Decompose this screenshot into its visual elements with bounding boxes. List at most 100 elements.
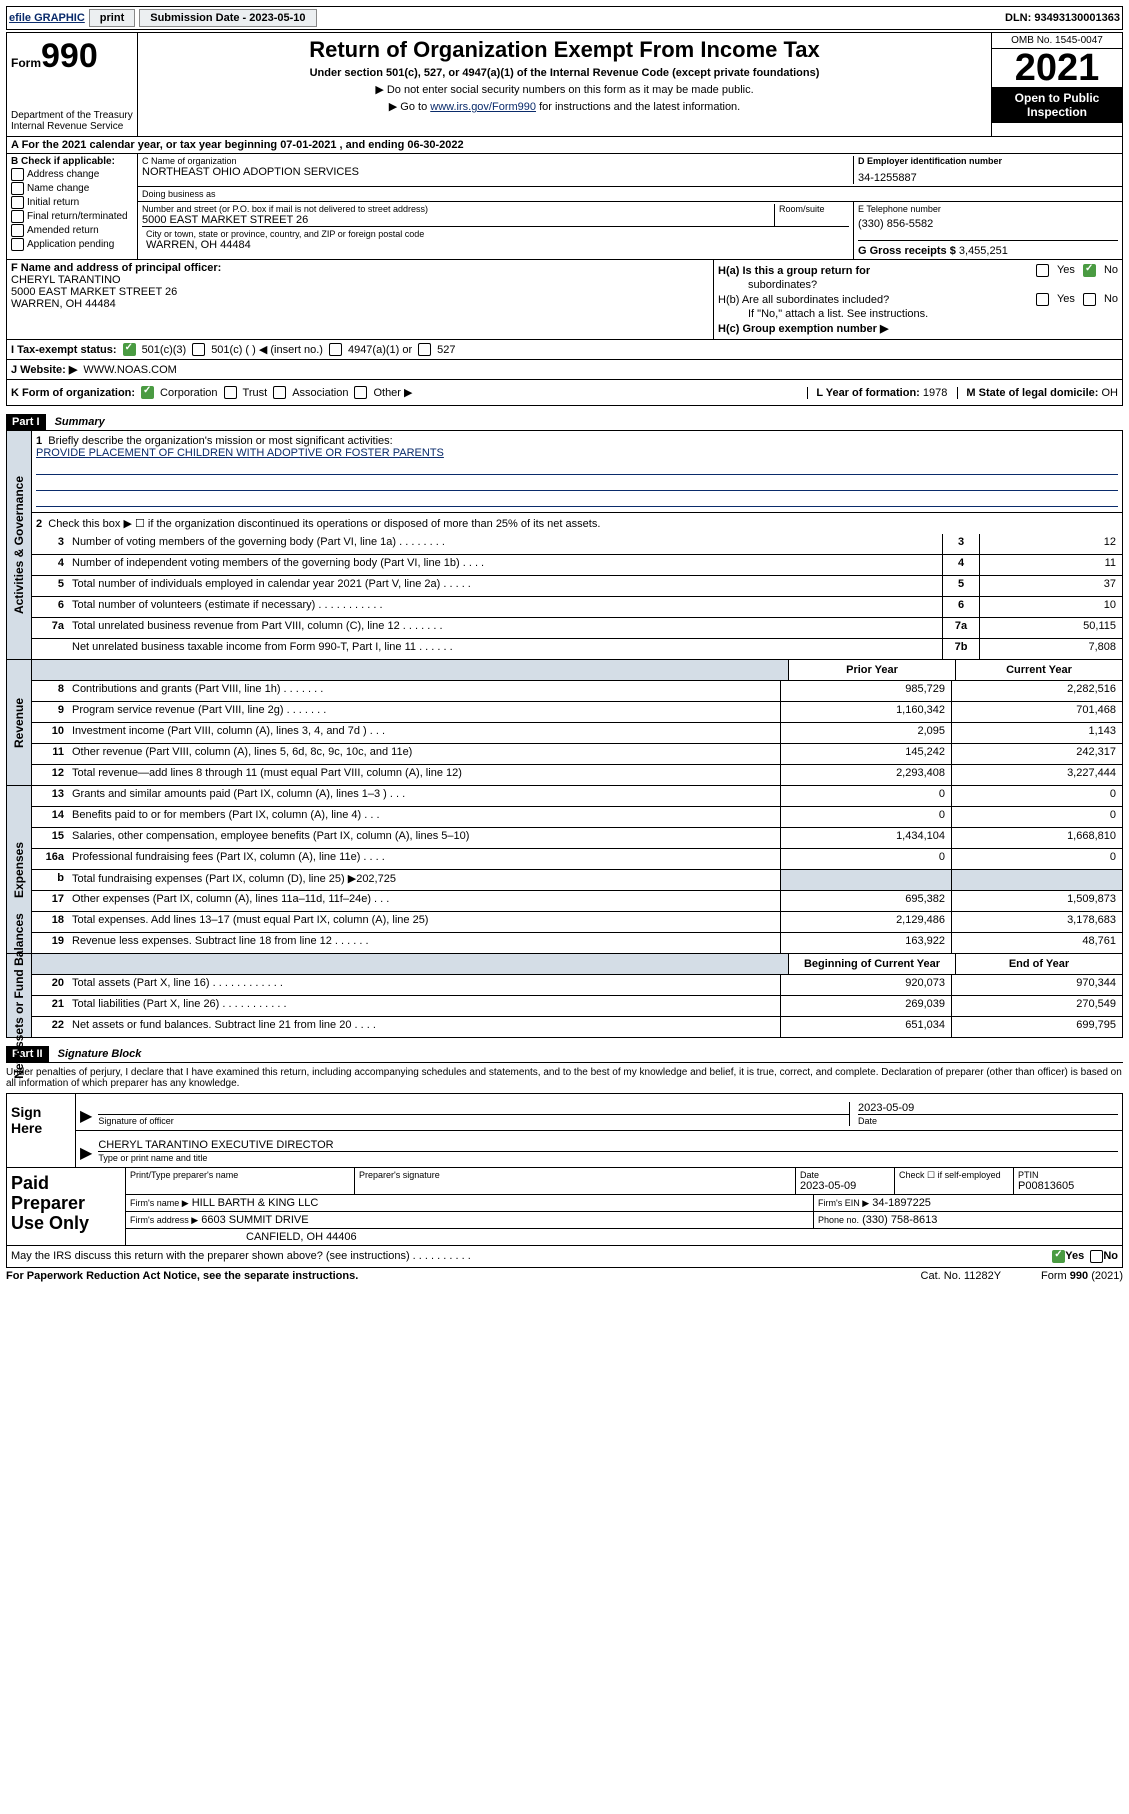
row-current: 1,143 (951, 723, 1122, 743)
checkbox-icon[interactable] (123, 343, 136, 356)
tax-exempt-label: I Tax-exempt status: (11, 344, 117, 356)
room-label: Room/suite (774, 204, 849, 226)
row-desc: Program service revenue (Part VIII, line… (68, 702, 780, 722)
checkbox-icon[interactable] (418, 343, 431, 356)
chk-name-change[interactable]: Name change (11, 182, 133, 195)
row-box: 4 (942, 555, 979, 575)
irs-link[interactable]: www.irs.gov/Form990 (430, 101, 536, 113)
checkbox-icon[interactable] (1083, 264, 1096, 277)
row-desc: Professional fundraising fees (Part IX, … (68, 849, 780, 869)
row-prior: 0 (780, 807, 951, 827)
row-desc: Net assets or fund balances. Subtract li… (68, 1017, 780, 1037)
row-num (32, 639, 68, 659)
paid-preparer-label: Paid Preparer Use Only (7, 1168, 126, 1245)
row-val: 7,808 (979, 639, 1122, 659)
checkbox-icon[interactable] (273, 386, 286, 399)
row-num: 11 (32, 744, 68, 764)
sig-name-val: CHERYL TARANTINO EXECUTIVE DIRECTOR (98, 1139, 1118, 1151)
gross-receipts-label: G Gross receipts $ (858, 245, 956, 257)
row-num: 10 (32, 723, 68, 743)
row-current: 0 (951, 849, 1122, 869)
checkbox-icon[interactable] (329, 343, 342, 356)
row-num: 7a (32, 618, 68, 638)
row-prior: 163,922 (780, 933, 951, 953)
prep-self-emp-label: Check ☐ if self-employed (899, 1170, 1009, 1181)
row-current: 242,317 (951, 744, 1122, 764)
firm-name: HILL BARTH & KING LLC (192, 1197, 319, 1209)
no-label: No (1104, 264, 1118, 277)
form-org-label: K Form of organization: (11, 387, 135, 399)
row-current: 699,795 (951, 1017, 1122, 1037)
row-prior: 1,434,104 (780, 828, 951, 848)
chk-application-pending[interactable]: Application pending (11, 238, 133, 251)
prep-row-3: Firm's address ▶ 6603 SUMMIT DRIVE Phone… (126, 1212, 1122, 1229)
section-revenue: Revenue Prior Year Current Year 8 Contri… (6, 660, 1123, 786)
row-num: 20 (32, 975, 68, 995)
head-end: End of Year (955, 954, 1122, 974)
box-h: H(a) Is this a group return for Yes No s… (714, 260, 1122, 339)
row-num: 16a (32, 849, 68, 869)
checkbox-icon[interactable] (1036, 264, 1049, 277)
row-desc: Total liabilities (Part X, line 26) . . … (68, 996, 780, 1016)
row-prior: 0 (780, 849, 951, 869)
part-title: Summary (55, 416, 105, 428)
summary-row: 9 Program service revenue (Part VIII, li… (32, 702, 1122, 723)
arrow-icon: ▶ (80, 1143, 92, 1163)
checkbox-icon[interactable] (1083, 293, 1096, 306)
h-c-label: H(c) Group exemption number ▶ (718, 322, 888, 335)
form-header: Form990 Department of the Treasury Inter… (6, 32, 1123, 137)
row-box: 5 (942, 576, 979, 596)
row-num: 9 (32, 702, 68, 722)
prep-name-label: Print/Type preparer's name (130, 1170, 350, 1180)
opt-4947: 4947(a)(1) or (348, 344, 412, 356)
row-desc: Net unrelated business taxable income fr… (68, 639, 942, 659)
sig-date-label: Date (858, 1114, 1118, 1126)
box-f: F Name and address of principal officer:… (7, 260, 714, 339)
row-desc: Total revenue—add lines 8 through 11 (mu… (68, 765, 780, 785)
chk-label: Name change (27, 183, 89, 194)
dln-label: DLN: 93493130001363 (1005, 12, 1120, 24)
row-current: 2,282,516 (951, 681, 1122, 701)
form-year-cell: OMB No. 1545-0047 2021 Open to Public In… (992, 33, 1122, 136)
prep-date-label: Date (800, 1170, 890, 1180)
vert-label-governance: Activities & Governance (7, 431, 32, 659)
firm-addr-label: Firm's address ▶ (130, 1215, 198, 1225)
summary-row: 13 Grants and similar amounts paid (Part… (32, 786, 1122, 807)
chk-label: Amended return (27, 225, 99, 236)
chk-amended-return[interactable]: Amended return (11, 224, 133, 237)
firm-ein-label: Firm's EIN ▶ (818, 1198, 869, 1208)
signature-declaration: Under penalties of perjury, I declare th… (6, 1062, 1123, 1093)
chk-final-return[interactable]: Final return/terminated (11, 210, 133, 223)
checkbox-icon[interactable] (1090, 1250, 1103, 1263)
sign-here-label: Sign Here (7, 1094, 76, 1167)
block-f-h: F Name and address of principal officer:… (6, 260, 1123, 340)
row-val: 37 (979, 576, 1122, 596)
form-subtitle: Under section 501(c), 527, or 4947(a)(1)… (142, 67, 987, 79)
summary-row: 21 Total liabilities (Part X, line 26) .… (32, 996, 1122, 1017)
form-title-cell: Return of Organization Exempt From Incom… (138, 33, 992, 136)
checkbox-icon[interactable] (192, 343, 205, 356)
tax-year: 2021 (992, 49, 1122, 87)
row-desc: Total number of volunteers (estimate if … (68, 597, 942, 617)
row-box: 7b (942, 639, 979, 659)
checkbox-icon[interactable] (141, 386, 154, 399)
chk-address-change[interactable]: Address change (11, 168, 133, 181)
pra-notice: For Paperwork Reduction Act Notice, see … (6, 1270, 358, 1282)
vert-label-net: Net Assets or Fund Balances (7, 954, 32, 1037)
checkbox-icon[interactable] (354, 386, 367, 399)
part-2-header: Part II Signature Block (6, 1038, 1123, 1062)
h-b-label: H(b) Are all subordinates included? (718, 294, 889, 306)
open-pub-2: Inspection (996, 105, 1118, 119)
submission-date-button[interactable]: Submission Date - 2023-05-10 (139, 9, 316, 27)
dept-label: Department of the Treasury Internal Reve… (11, 110, 133, 132)
vert-text: Net Assets or Fund Balances (12, 913, 26, 1079)
chk-initial-return[interactable]: Initial return (11, 196, 133, 209)
checkbox-icon[interactable] (1052, 1250, 1065, 1263)
head-prior: Prior Year (788, 660, 955, 680)
summary-row: 22 Net assets or fund balances. Subtract… (32, 1017, 1122, 1037)
row-num: 17 (32, 891, 68, 911)
yes-label: Yes (1065, 1250, 1084, 1263)
checkbox-icon[interactable] (224, 386, 237, 399)
print-button[interactable]: print (89, 9, 135, 27)
checkbox-icon[interactable] (1036, 293, 1049, 306)
